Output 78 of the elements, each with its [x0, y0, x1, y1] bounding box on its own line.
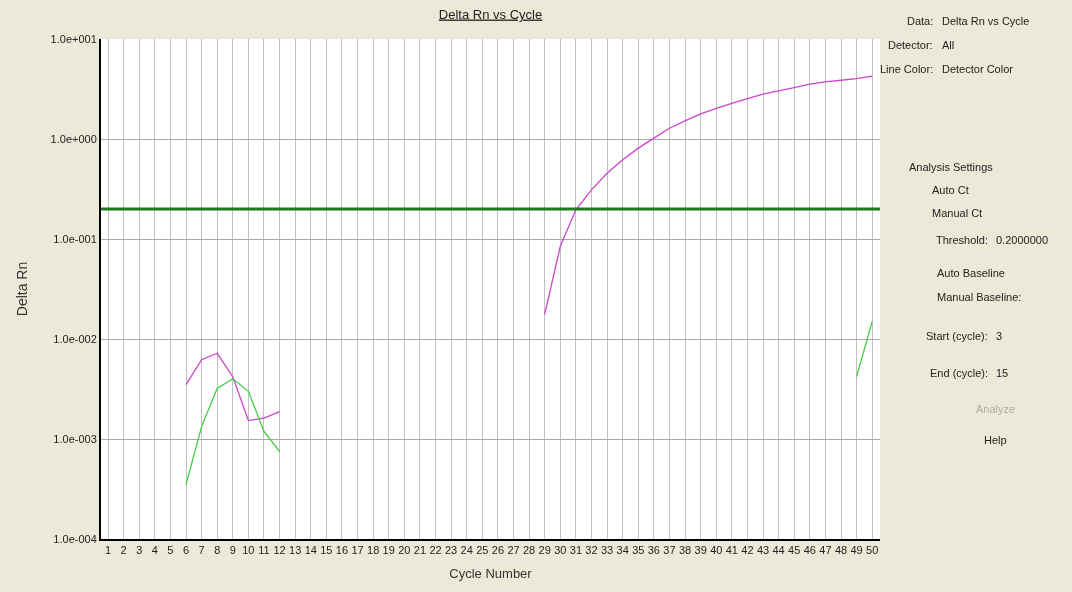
x-tick-label: 8 [214, 544, 221, 557]
x-tick-label: 40 [710, 544, 723, 557]
text: Analysis Settings [909, 161, 994, 173]
annotation: Line Color: [880, 63, 934, 75]
text: Manual Ct [932, 207, 983, 219]
text: Start (cycle): [926, 330, 988, 342]
x-tick-label: 31 [569, 544, 583, 557]
text: Auto Baseline [937, 267, 1005, 279]
x-tick-label: 45 [788, 544, 801, 557]
x-tick-label: 13 [289, 544, 302, 557]
x-tick-label: 7 [198, 544, 205, 557]
x-tick-label: 50 [866, 544, 879, 557]
y-tick-label: 1.0e-004 [53, 532, 97, 545]
x-tick-label: 18 [367, 544, 380, 557]
x-tick-label: 29 [538, 544, 551, 557]
x-tick-label: 24 [460, 544, 473, 557]
x-tick-label: 33 [600, 544, 614, 557]
text: Delta Rn vs Cycle [942, 15, 1030, 27]
x-tick-label: 21 [413, 544, 427, 557]
x-tick-label: 32 [585, 544, 598, 557]
x-tick-label: 30 [554, 544, 567, 557]
x-tick-label: 36 [647, 544, 660, 557]
y-tick-label: 1.0e+000 [50, 132, 97, 145]
x-tick-label: 12 [273, 544, 286, 557]
x-tick-label: 44 [772, 544, 785, 557]
x-tick-label: 6 [182, 544, 190, 557]
x-tick-label: 3 [136, 544, 143, 557]
y-axis-title: Delta Rn [13, 261, 30, 317]
x-tick-label: 22 [429, 544, 442, 557]
x-tick-label: 11 [258, 544, 270, 557]
x-tick-label: 43 [756, 544, 770, 557]
text: Data: [907, 15, 934, 27]
x-tick-label: 47 [819, 544, 832, 557]
x-tick-label: 14 [304, 544, 317, 557]
x-tick-label: 20 [398, 544, 411, 557]
x-tick-label: 9 [229, 544, 236, 557]
text: 0.2000000 [996, 234, 1048, 246]
text: Detector: [888, 39, 933, 51]
x-tick-label: 1 [104, 544, 112, 557]
x-tick-label: 26 [491, 544, 505, 557]
chart-title: Delta Rn vs Cycle [438, 6, 543, 22]
x-tick-label: 34 [616, 544, 629, 557]
y-tick-label: 1.0e-003 [53, 432, 97, 445]
x-tick-label: 42 [741, 544, 754, 557]
x-tick-label: 2 [120, 544, 127, 557]
y-tick-label: 1.0e-001 [53, 232, 97, 245]
text: End (cycle): [930, 367, 989, 379]
y-tick-label: 1.0e+001 [50, 32, 97, 45]
y-tick-label: 1.0e-002 [53, 332, 97, 345]
x-tick-label: 37 [663, 544, 676, 557]
text: 3 [996, 330, 1003, 342]
x-tick-label: 41 [725, 544, 738, 557]
x-tick-label: 28 [522, 544, 536, 557]
x-tick-label: 38 [678, 544, 692, 557]
x-tick-label: 10 [242, 544, 255, 557]
x-tick-label: 4 [151, 544, 158, 557]
x-tick-label: 27 [507, 544, 520, 557]
text: Detector Color [942, 63, 1014, 75]
x-tick-label: 35 [632, 544, 645, 557]
text: All [942, 39, 955, 51]
x-tick-label: 39 [694, 544, 707, 557]
x-tick-label: 16 [335, 544, 349, 557]
text: Auto Ct [932, 184, 969, 196]
x-tick-label: 19 [382, 544, 395, 557]
x-tick-label: 23 [444, 544, 458, 557]
x-tick-label: 46 [803, 544, 816, 557]
x-tick-label: 49 [850, 544, 863, 557]
text: Threshold: [936, 234, 988, 246]
text: Help [984, 434, 1007, 446]
text: 15 [996, 367, 1009, 379]
x-tick-label: 48 [834, 544, 848, 557]
x-tick-label: 5 [167, 544, 174, 557]
text: Analyze [976, 403, 1016, 415]
x-tick-label: 15 [320, 544, 333, 557]
x-tick-label: 25 [476, 544, 489, 557]
x-axis-title: Cycle Number [449, 566, 533, 582]
text: Manual Baseline: [937, 291, 1022, 303]
x-tick-label: 17 [351, 544, 364, 557]
